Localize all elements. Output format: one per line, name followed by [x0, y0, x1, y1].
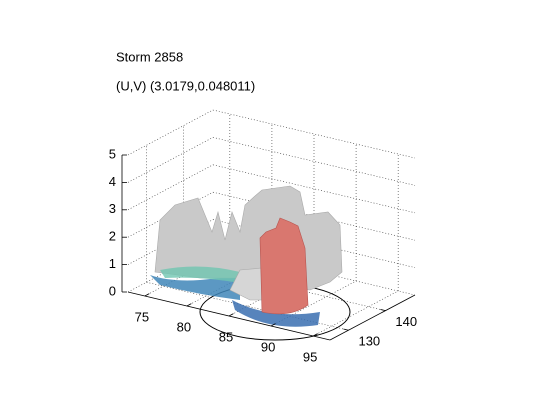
x-tick	[228, 313, 234, 317]
chart-title: Storm 2858	[116, 49, 183, 64]
y-tick	[380, 309, 386, 312]
surface-teal	[160, 266, 245, 284]
y-axis-line	[329, 294, 416, 341]
grid-line	[127, 164, 214, 211]
z-tick-label: 1	[109, 256, 116, 271]
surface-red	[259, 217, 309, 315]
surfaces	[150, 185, 351, 341]
z-tick-label: 2	[109, 229, 116, 244]
x-tick	[270, 323, 276, 327]
chart-subtitle: (U,V) (3.0179,0.048011)	[116, 78, 255, 93]
surface-base	[150, 275, 240, 300]
x-tick-label: 85	[219, 329, 233, 344]
x-tick	[144, 293, 150, 297]
y-tick	[343, 328, 349, 331]
axes: 0 1 2 3 4 5 75 80 85 90 95 130 140	[109, 146, 417, 364]
x-tick-label: 95	[303, 349, 317, 364]
y-tick-label: 140	[395, 314, 417, 329]
surface-base-front	[232, 300, 320, 327]
grid-line	[270, 280, 357, 327]
x-tick-label: 75	[135, 309, 149, 324]
x-tick	[186, 303, 192, 307]
x-tick-label: 90	[261, 339, 275, 354]
grid-line	[313, 290, 399, 337]
x-tick	[312, 333, 318, 337]
y-tick-label: 130	[358, 334, 380, 349]
z-tick-label: 3	[109, 201, 116, 216]
grid-line	[127, 109, 214, 156]
x-tick-label: 80	[177, 319, 191, 334]
z-tick-label: 0	[109, 283, 116, 298]
grid-line	[127, 137, 214, 183]
z-tick-label: 4	[109, 174, 116, 189]
z-tick-label: 5	[109, 146, 116, 161]
